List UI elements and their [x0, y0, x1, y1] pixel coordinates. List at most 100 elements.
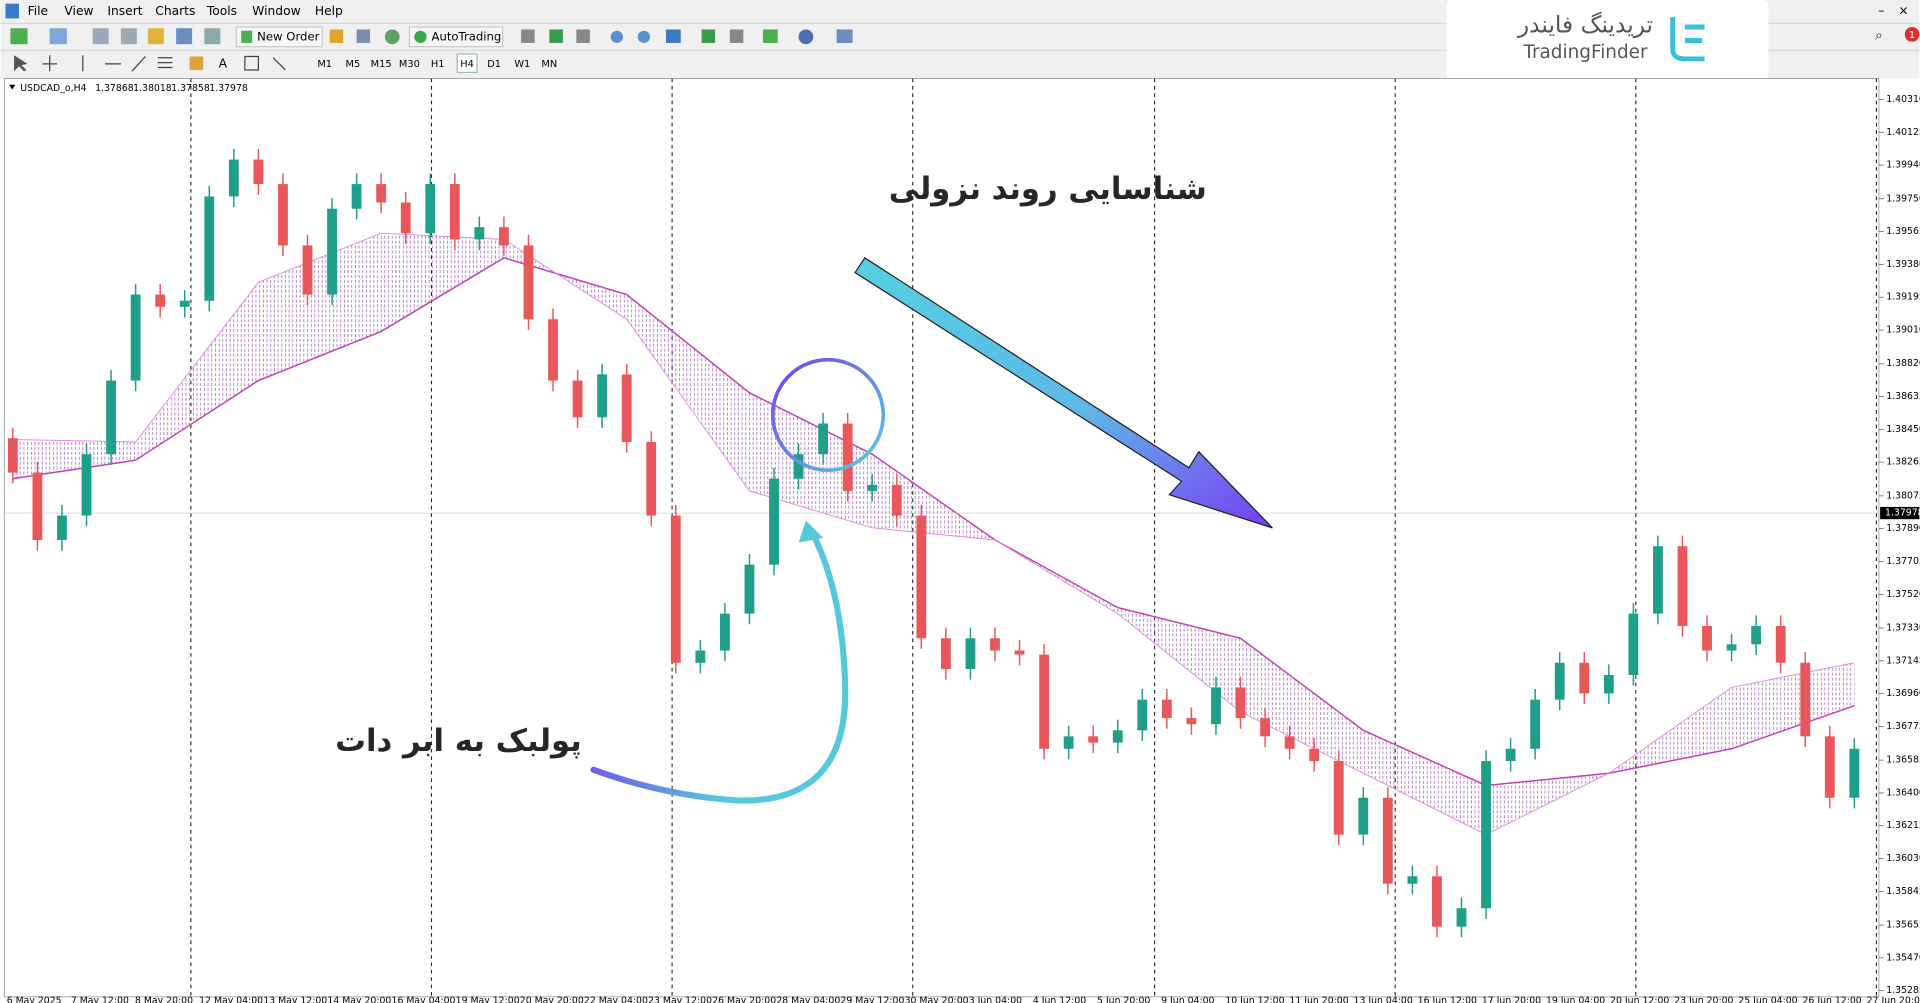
timeframe[interactable]: M15: [371, 59, 392, 70]
candle-body: [1039, 654, 1050, 749]
candle-body: [621, 374, 632, 442]
y-tick-label: 1.39010: [1886, 325, 1920, 336]
candle-body: [1849, 748, 1860, 798]
ohlc-value: 1.37868: [95, 83, 134, 94]
candle-body: [179, 300, 190, 307]
candle-body: [1186, 718, 1197, 725]
timeframe[interactable]: M30: [399, 59, 420, 70]
icon[interactable]: [49, 28, 67, 45]
timeframe[interactable]: W1: [514, 59, 530, 70]
y-tick-label: 1.37520: [1886, 589, 1920, 600]
timeframe[interactable]: M1: [317, 59, 332, 70]
candle-body: [793, 454, 804, 479]
timeframe[interactable]: D1: [487, 59, 501, 70]
cloud-span-b: [12, 232, 1855, 836]
menu-item[interactable]: View: [64, 4, 93, 18]
ohlc-value: 1.37978: [209, 83, 248, 94]
x-tick-label: 16 Jun 12:00: [1418, 995, 1477, 1003]
cloud-span-a: [12, 257, 1855, 787]
autotrading-button[interactable]: [408, 26, 504, 48]
candle-body: [1824, 736, 1835, 798]
y-tick-label: 1.39750: [1886, 193, 1920, 204]
x-tick-label: 23 Jun 20:00: [1674, 995, 1733, 1003]
y-tick-label: 1.39195: [1886, 292, 1920, 303]
timeframe[interactable]: H1: [431, 59, 445, 70]
ohlc-value: 1.38018: [133, 83, 172, 94]
y-tick-label: 1.39940: [1886, 160, 1920, 171]
icon[interactable]: [329, 29, 344, 43]
y-tick-label: 1.37145: [1886, 655, 1920, 666]
candle-body: [1358, 797, 1369, 835]
icon[interactable]: [356, 29, 371, 43]
candle-body: [449, 184, 460, 240]
candle-body: [1112, 730, 1123, 743]
timeframe[interactable]: H4: [460, 59, 474, 70]
chart-icons[interactable]: [521, 29, 853, 45]
candle-body: [400, 202, 411, 234]
search-icon[interactable]: ⌕: [1875, 28, 1883, 44]
svg-text:A: A: [219, 56, 228, 70]
button-label[interactable]: AutoTrading: [431, 29, 501, 43]
candle-body: [523, 245, 534, 320]
new-order-button[interactable]: [235, 26, 323, 48]
icon[interactable]: [176, 28, 193, 45]
icon[interactable]: [10, 28, 28, 45]
icon[interactable]: [204, 28, 221, 45]
candle-body: [351, 184, 362, 209]
candle-body: [1161, 699, 1172, 719]
menu-item[interactable]: Charts: [155, 4, 195, 18]
candle-body: [32, 472, 43, 541]
close[interactable]: ×: [1898, 4, 1908, 18]
toolbar: A New Order AutoTrading M1 M5 M15 M30 H1 H4 D1 W1…: [10, 26, 853, 74]
candle-body: [228, 159, 239, 197]
icon[interactable]: [120, 28, 137, 45]
minimize[interactable]: –: [1878, 4, 1884, 18]
icon: [414, 30, 427, 43]
button-label[interactable]: New Order: [257, 29, 319, 43]
timeframe[interactable]: MN: [541, 59, 557, 70]
candle-body: [965, 638, 976, 669]
current-price-label: 1.37978: [1885, 508, 1920, 519]
x-tick-label: 28 May 04:00: [776, 995, 840, 1003]
icon[interactable]: [384, 29, 400, 45]
candle-body: [302, 245, 313, 295]
candle-body: [1235, 687, 1246, 719]
candle-body: [57, 515, 67, 541]
menu-item[interactable]: Help: [315, 4, 343, 18]
timeframe[interactable]: M5: [346, 59, 361, 70]
candle-body: [1333, 761, 1344, 835]
candle-body: [327, 208, 337, 295]
menu-item[interactable]: Insert: [107, 4, 142, 18]
timeframe-highlight: [456, 53, 478, 74]
y-tick-label: 1.38450: [1886, 424, 1920, 435]
icon[interactable]: [92, 28, 109, 45]
candle-body: [7, 438, 18, 473]
candle-body: [818, 423, 829, 455]
candle-body: [1751, 626, 1762, 645]
candle-body: [891, 484, 902, 516]
y-tick-label: 1.37705: [1886, 556, 1920, 567]
x-tick-label: 7 May 12:00: [71, 995, 129, 1003]
notification-badge[interactable]: [1904, 27, 1920, 42]
menu-item[interactable]: Window: [252, 4, 300, 18]
menu-item[interactable]: File: [28, 4, 49, 18]
annotation: پولبک به ابر دات: [335, 724, 582, 759]
menu-item[interactable]: Tools: [206, 4, 237, 18]
icon[interactable]: [147, 28, 164, 45]
candle-body: [1653, 546, 1663, 614]
logo-mark: [1670, 17, 1705, 62]
candle-body: [744, 564, 755, 614]
candle-body: [1432, 876, 1442, 927]
x-tick-label: 26 Jun 12:00: [1802, 995, 1861, 1003]
candle-body: [376, 184, 387, 203]
y-tick-label: 1.36585: [1886, 755, 1920, 766]
x-tick-label: 4 Jun 12:00: [1033, 995, 1086, 1003]
candle-body: [106, 380, 116, 455]
y-tick-label: 1.39380: [1886, 259, 1920, 270]
drawing-tools[interactable]: A: [14, 55, 286, 72]
x-tick-label: 10 Jun 12:00: [1225, 995, 1284, 1003]
y-tick-label: 1.36030: [1886, 853, 1920, 864]
candle-body: [1505, 748, 1516, 762]
x-tick-label: 20 May 20:00: [520, 995, 584, 1003]
y-tick-label: 1.38075: [1886, 490, 1920, 501]
